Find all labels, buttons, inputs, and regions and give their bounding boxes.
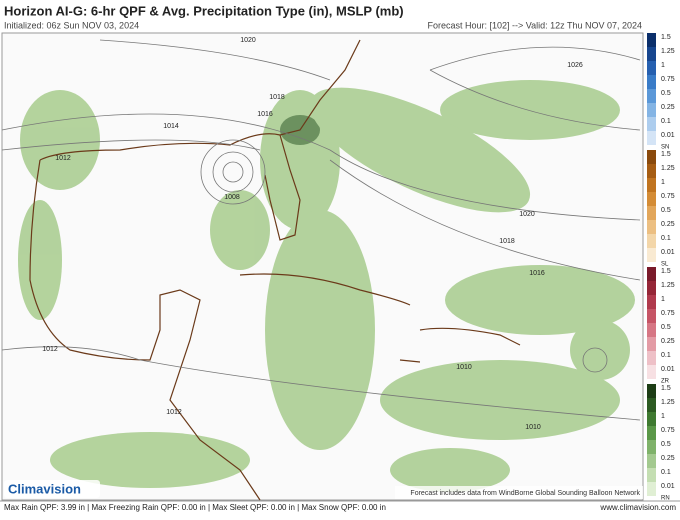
legend-label: 1.5: [661, 151, 671, 158]
legend-label: 1: [661, 62, 665, 69]
legend-swatch: [647, 440, 656, 454]
isobars: [1, 39, 641, 421]
legend-swatch: [647, 192, 656, 206]
legend-swatch: [647, 33, 656, 47]
legend-swatch: [647, 426, 656, 440]
legend-label: 1.5: [661, 385, 671, 392]
legend-label: 0.01: [661, 366, 675, 373]
legend-label: 1.25: [661, 399, 675, 406]
footer-stats: Max Rain QPF: 3.99 in | Max Freezing Rai…: [4, 503, 386, 512]
legend-label: 1: [661, 296, 665, 303]
legend-label: 1: [661, 179, 665, 186]
legend-label: 0.5: [661, 90, 671, 97]
legend-swatch: [647, 117, 656, 131]
legend-swatch: [647, 468, 656, 482]
legend-label: 1.25: [661, 282, 675, 289]
map: [1, 32, 644, 501]
isobar-label: 1016: [529, 270, 545, 277]
legend-swatch: [647, 150, 656, 164]
legend-swatch: [647, 206, 656, 220]
credit-bg: [395, 486, 643, 499]
legend-type: RN: [661, 496, 670, 502]
initialized: Initialized: 06z Sun NOV 03, 2024: [4, 20, 139, 30]
legend-label: 1.5: [661, 34, 671, 41]
legend-type: SN: [661, 145, 669, 151]
coastlines: [29, 39, 521, 501]
legend-label: 1.25: [661, 48, 675, 55]
logo-box: Climavision: [4, 480, 100, 498]
isobar-label: 1020: [519, 211, 535, 218]
valid-time: Forecast Hour: [102] --> Valid: 12z Thu …: [427, 20, 642, 30]
legend-swatch: [647, 482, 656, 496]
logo: Climavision: [8, 481, 81, 496]
isobar-label: 1016: [257, 111, 273, 118]
legend-label: 1.25: [661, 165, 675, 172]
title: Horizon AI-G: 6-hr QPF & Avg. Precipitat…: [4, 3, 404, 18]
legend-label: 0.75: [661, 193, 675, 200]
legend-swatch: [647, 103, 656, 117]
isobar-label: 1010: [456, 364, 472, 371]
legend-swatch: [647, 398, 656, 412]
legend-type: SL: [661, 262, 669, 268]
isobar-label: 1012: [42, 346, 58, 353]
legend-swatch: [647, 89, 656, 103]
legend-label: 1.5: [661, 268, 671, 275]
isobar-label: 1020: [240, 37, 256, 44]
legend-label: 0.01: [661, 483, 675, 490]
legend-swatch: [647, 281, 656, 295]
legend-label: 0.25: [661, 221, 675, 228]
legend-swatch: [647, 365, 656, 379]
isobar-label: 1012: [166, 409, 182, 416]
legend-swatch: [647, 267, 656, 281]
legend-swatch: [647, 47, 656, 61]
credit: Forecast includes data from WindBorne Gl…: [410, 490, 640, 497]
legend-label: 0.25: [661, 338, 675, 345]
isobar-label: 1014: [163, 123, 179, 130]
legend-swatch: [647, 75, 656, 89]
legend-swatch: [647, 295, 656, 309]
legend-swatch: [647, 131, 656, 145]
legend-label: 0.5: [661, 324, 671, 331]
legend-label: 0.1: [661, 469, 671, 476]
legend-label: 0.01: [661, 249, 675, 256]
legend-swatch: [647, 323, 656, 337]
isobar-label: 1008: [224, 194, 240, 201]
legend-label: 1: [661, 413, 665, 420]
legend-swatch: [647, 220, 656, 234]
legend-swatch: [647, 351, 656, 365]
legend-type: ZR: [661, 379, 670, 385]
legend-label: 0.01: [661, 132, 675, 139]
legend-swatch: [647, 234, 656, 248]
isobar-label: 1012: [55, 155, 71, 162]
legend-swatch: [647, 178, 656, 192]
legend-label: 0.1: [661, 118, 671, 125]
legend-swatch: [647, 454, 656, 468]
legend-swatch: [647, 384, 656, 398]
legend-label: 0.5: [661, 207, 671, 214]
legend-label: 0.25: [661, 104, 675, 111]
legend-label: 0.1: [661, 352, 671, 359]
isobar-label: 1026: [567, 62, 583, 69]
legend-swatch: [647, 309, 656, 323]
isobar-label: 1018: [499, 238, 515, 245]
legend-swatch: [647, 337, 656, 351]
legend-label: 0.75: [661, 76, 675, 83]
legend-swatch: [647, 248, 656, 262]
legend-swatch: [647, 164, 656, 178]
footer-url: www.climavision.com: [599, 503, 676, 512]
isobar-label: 1010: [525, 424, 541, 431]
precip: [18, 80, 635, 492]
legend-label: 0.25: [661, 455, 675, 462]
legend-label: 0.75: [661, 427, 675, 434]
legend-label: 0.1: [661, 235, 671, 242]
legend-label: 0.5: [661, 441, 671, 448]
legend-swatch: [647, 412, 656, 426]
legend-label: 0.75: [661, 310, 675, 317]
isobar-label: 1018: [269, 94, 285, 101]
legend-swatch: [647, 61, 656, 75]
